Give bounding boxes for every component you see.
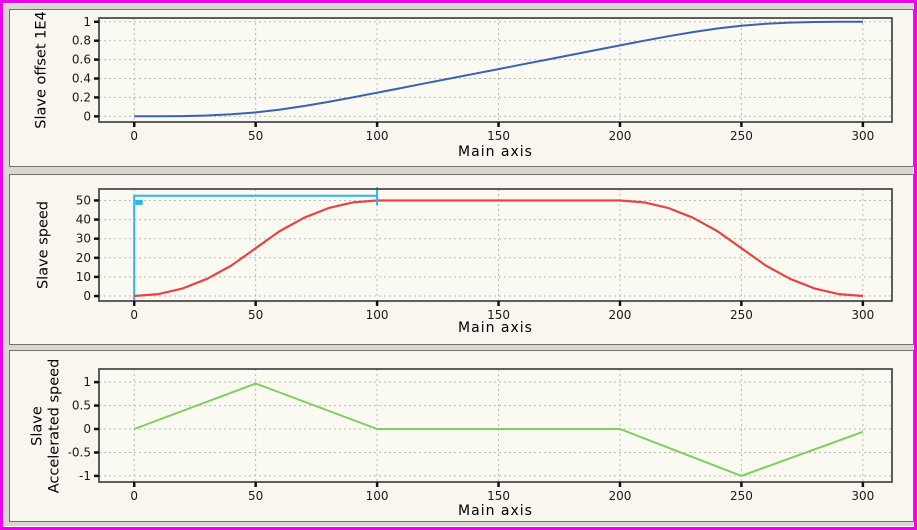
x-tick-label: 0 <box>130 129 138 143</box>
slave-accelerated-speed-y-axis-label: Slave Accelerated speed <box>29 358 62 493</box>
slave-speed-x-axis-label: Main axis <box>458 320 533 336</box>
y-tick-label: 0.5 <box>72 399 91 413</box>
slave-offset-line <box>134 20 863 118</box>
y-tick-label: 0.8 <box>72 34 91 48</box>
x-tick-label: 50 <box>248 129 263 143</box>
slave-speed-plot: 0 50 100 150 200 250 300 0 10 20 30 40 50 <box>76 187 893 322</box>
slave-speed-actual-line <box>134 199 863 298</box>
y-tick-label: 0 <box>83 109 91 123</box>
y-tick-label: 40 <box>76 213 91 227</box>
slave-accelerated-speed-line <box>133 382 864 477</box>
y-tick-label: 1 <box>83 375 91 389</box>
y-tick-label: 0.6 <box>72 53 91 67</box>
slave-offset-chart-panel: 0 50 100 150 200 250 300 0 0.2 0.4 0.6 0.8 1 Slave o… <box>9 9 914 167</box>
x-tick-label: 0 <box>130 489 138 503</box>
y-tick-label: 20 <box>76 251 91 265</box>
x-tick-label: 300 <box>851 489 874 503</box>
y-tick-label: 0 <box>83 422 91 436</box>
x-tick-label: 150 <box>487 308 510 322</box>
x-tick-label: 250 <box>730 489 753 503</box>
x-tick-label: 100 <box>366 129 389 143</box>
y-tick-label: 50 <box>76 193 91 207</box>
y-tick-label: 0 <box>83 289 91 303</box>
slave-offset-y-axis-label: Slave offset 1E4 <box>33 11 50 129</box>
x-tick-label: 200 <box>609 129 632 143</box>
y-tick-label: 30 <box>76 232 91 246</box>
x-tick-label: 200 <box>609 489 632 503</box>
y-tick-label: 0.2 <box>72 90 91 104</box>
x-tick-label: 100 <box>366 489 389 503</box>
y-tick-label: -0.5 <box>68 445 91 459</box>
slave-speed-y-axis-label: Slave speed <box>35 200 52 290</box>
slave-speed-chart-panel: 0 50 100 150 200 250 300 0 10 20 30 40 50 Slave spee… <box>9 174 914 345</box>
y-tick-label: -1 <box>79 469 91 483</box>
x-tick-label: 300 <box>851 308 874 322</box>
x-tick-label: 50 <box>248 308 263 322</box>
slave-offset-plot: 0 50 100 150 200 250 300 0 0.2 0.4 0.6 0.8 1 <box>72 15 893 143</box>
slave-offset-x-axis-label: Main axis <box>458 144 533 160</box>
slave-accelerated-speed-chart-panel: 0 50 100 150 200 250 300 -1 -0.5 0 0.5 1 Slave Acce… <box>9 350 914 522</box>
slave-speed-set-line <box>133 194 378 302</box>
x-tick-label: 50 <box>248 489 263 503</box>
y-tick-label: 1 <box>83 15 91 29</box>
x-tick-label: 250 <box>730 308 753 322</box>
slave-accelerated-speed-x-axis-label: Main axis <box>458 503 533 519</box>
y-tick-label: 10 <box>76 270 91 284</box>
x-tick-label: 300 <box>851 129 874 143</box>
x-tick-label: 0 <box>130 308 138 322</box>
slave-accelerated-speed-plot: 0 50 100 150 200 250 300 -1 -0.5 0 0.5 1 <box>68 368 893 503</box>
y-tick-label: 0.4 <box>72 72 91 86</box>
x-tick-label: 150 <box>487 129 510 143</box>
x-tick-label: 250 <box>730 129 753 143</box>
x-tick-label: 200 <box>609 308 632 322</box>
x-tick-label: 100 <box>366 308 389 322</box>
x-tick-label: 150 <box>487 489 510 503</box>
